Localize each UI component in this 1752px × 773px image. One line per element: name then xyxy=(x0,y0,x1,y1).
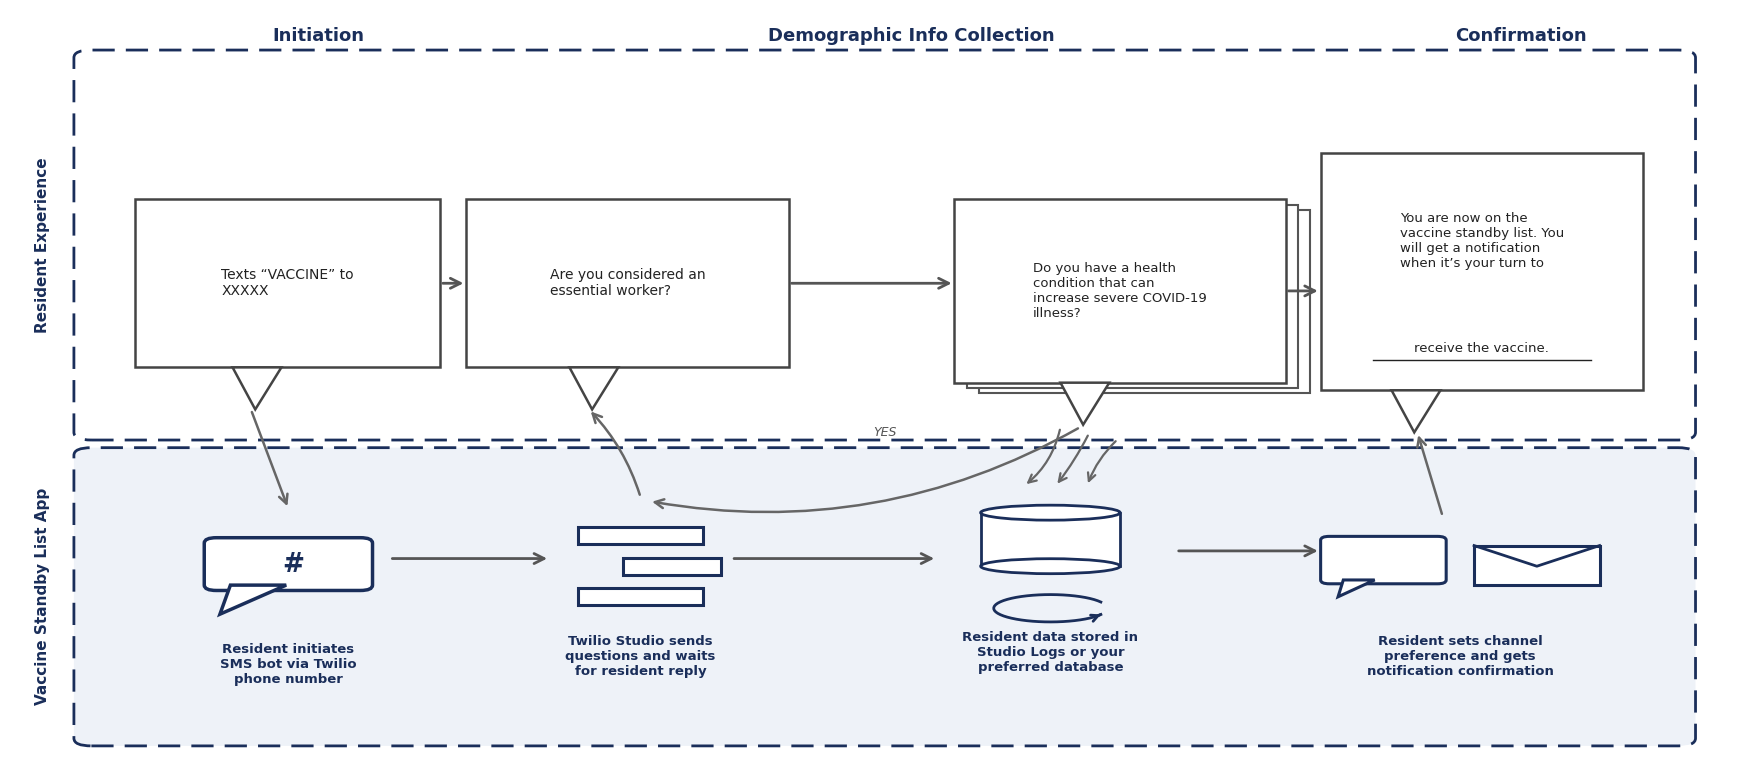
FancyBboxPatch shape xyxy=(578,588,703,605)
Text: Resident sets channel
preference and gets
notification confirmation: Resident sets channel preference and get… xyxy=(1367,635,1554,678)
Ellipse shape xyxy=(981,559,1120,574)
FancyBboxPatch shape xyxy=(979,209,1310,393)
Text: #: # xyxy=(282,553,305,578)
FancyBboxPatch shape xyxy=(74,448,1696,746)
Bar xyxy=(1473,546,1600,585)
FancyBboxPatch shape xyxy=(967,205,1298,388)
Polygon shape xyxy=(1339,580,1375,597)
Text: Are you considered an
essential worker?: Are you considered an essential worker? xyxy=(550,268,706,298)
Text: Resident data stored in
Studio Logs or your
preferred database: Resident data stored in Studio Logs or y… xyxy=(962,632,1139,674)
FancyBboxPatch shape xyxy=(135,199,440,367)
Text: Do you have a health
condition that can
increase severe COVID-19
illness?: Do you have a health condition that can … xyxy=(1034,262,1207,320)
FancyBboxPatch shape xyxy=(624,558,720,574)
Text: YES: YES xyxy=(872,426,897,439)
Text: Confirmation: Confirmation xyxy=(1456,27,1587,45)
Polygon shape xyxy=(233,367,282,410)
Ellipse shape xyxy=(981,506,1120,520)
FancyBboxPatch shape xyxy=(466,199,788,367)
Bar xyxy=(981,512,1120,566)
Text: Vaccine Standby List App: Vaccine Standby List App xyxy=(35,489,51,706)
FancyBboxPatch shape xyxy=(1321,536,1445,584)
Text: Initiation: Initiation xyxy=(272,27,364,45)
Text: Resident Experience: Resident Experience xyxy=(35,157,51,333)
Polygon shape xyxy=(1060,383,1109,424)
Text: Demographic Info Collection: Demographic Info Collection xyxy=(767,27,1055,45)
Polygon shape xyxy=(1391,390,1440,432)
FancyBboxPatch shape xyxy=(74,50,1696,440)
FancyBboxPatch shape xyxy=(578,527,703,544)
FancyBboxPatch shape xyxy=(1321,153,1643,390)
FancyBboxPatch shape xyxy=(205,538,373,591)
Text: Texts “VACCINE” to
XXXXX: Texts “VACCINE” to XXXXX xyxy=(221,268,354,298)
Text: Twilio Studio sends
questions and waits
for resident reply: Twilio Studio sends questions and waits … xyxy=(566,635,717,678)
FancyBboxPatch shape xyxy=(955,199,1286,383)
Text: Resident initiates
SMS bot via Twilio
phone number: Resident initiates SMS bot via Twilio ph… xyxy=(221,642,357,686)
Polygon shape xyxy=(569,367,618,410)
Polygon shape xyxy=(221,585,286,615)
Text: receive the vaccine.: receive the vaccine. xyxy=(1414,342,1549,356)
Text: You are now on the
vaccine standby list. You
will get a notification
when it’s y: You are now on the vaccine standby list.… xyxy=(1400,212,1565,270)
